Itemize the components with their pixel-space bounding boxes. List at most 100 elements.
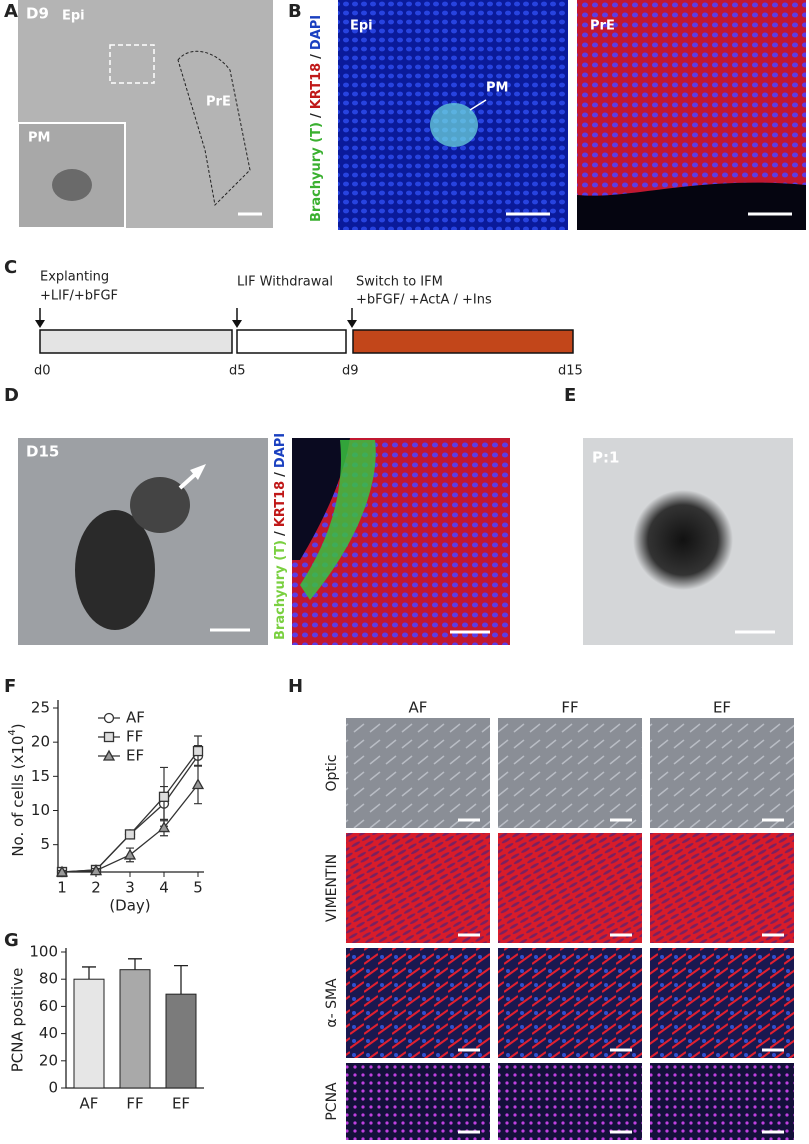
x-tick-label: EF (172, 1095, 190, 1113)
colony (130, 477, 190, 533)
stain: KRT18 (273, 481, 288, 527)
marker (123, 848, 137, 860)
y-tick-label: 10 (31, 801, 50, 819)
passage: P:1 (592, 449, 619, 467)
micrograph (346, 1063, 490, 1140)
row-label: VIMENTIN (324, 854, 340, 922)
region: PrE (590, 19, 615, 34)
micrograph (346, 948, 490, 1058)
sep: / (273, 472, 288, 477)
sep: / (309, 113, 324, 118)
stain-label: Brachyury (T) / KRT18 / DAPI (309, 15, 324, 222)
marker (191, 778, 205, 790)
y-tick-label: 60 (39, 997, 58, 1015)
x-axis-title: (Day) (109, 897, 150, 915)
sep: / (309, 54, 324, 59)
step-detail: +bFGF/ +ActA / +Ins (356, 293, 492, 308)
x-tick-label: FF (126, 1095, 143, 1113)
arrows (39, 308, 353, 325)
arrowheads (35, 320, 357, 328)
step-title: Switch to IFM (356, 275, 443, 290)
stain: KRT18 (309, 63, 324, 109)
panel-label: G (4, 930, 19, 951)
background (577, 182, 806, 230)
y-tick-label: 25 (31, 699, 50, 717)
region: Epi (350, 19, 373, 34)
arrow-label: PM (486, 81, 508, 96)
stage: D9 (26, 5, 49, 23)
legend-label: EF (126, 747, 144, 765)
x-tick-label: 1 (57, 879, 67, 897)
marker (157, 821, 171, 833)
y-tick-label: 15 (31, 767, 50, 785)
column-label: AF (409, 699, 428, 717)
legend-label: FF (126, 728, 143, 746)
panel-label: A (4, 1, 18, 22)
x-tick-label: AF (80, 1095, 99, 1113)
step-title: LIF Withdrawal (237, 275, 333, 290)
legend-marker (103, 731, 115, 743)
micrograph (346, 833, 490, 943)
y-tick-label: 0 (48, 1079, 58, 1097)
y-tick-label: 100 (29, 943, 58, 961)
arrow (469, 99, 487, 111)
pm (430, 103, 478, 147)
y-axis-title-part: ) (9, 723, 27, 729)
box (109, 44, 155, 84)
marker (158, 791, 170, 802)
micrograph (498, 948, 642, 1058)
day: d5 (229, 364, 246, 379)
micrograph (650, 1063, 794, 1140)
micrograph (498, 1063, 642, 1140)
phase (39, 329, 233, 354)
row-label: Optic (324, 755, 340, 792)
colony (633, 490, 733, 590)
x-tick-label: 3 (125, 879, 135, 897)
marker (192, 745, 204, 757)
region: PrE (206, 95, 231, 110)
micrograph (346, 718, 490, 828)
stage: D15 (26, 443, 59, 461)
legend-marker (103, 712, 115, 724)
y-tick-label: 20 (31, 733, 50, 751)
outline (177, 50, 251, 207)
stain: Brachyury (T) (273, 540, 288, 640)
stain: Brachyury (T) (309, 122, 324, 222)
panel-label: F (4, 676, 16, 697)
legend-label: AF (126, 709, 145, 727)
phase (352, 329, 574, 354)
y-axis-title-part: No. of cells (x10 (9, 736, 27, 857)
panel-label: H (288, 676, 303, 697)
x-tick-label: 4 (159, 879, 169, 897)
background (292, 438, 350, 560)
bar (73, 978, 105, 1089)
stain-label: Brachyury (T) / KRT18 / DAPI (273, 433, 288, 640)
micrograph (650, 948, 794, 1058)
y-tick-label: 20 (39, 1051, 58, 1069)
sep: / (273, 531, 288, 536)
micrograph (650, 718, 794, 828)
day: d9 (342, 364, 359, 379)
micrograph (498, 718, 642, 828)
stain: DAPI (309, 15, 324, 50)
brachyury (300, 440, 376, 600)
panel-label: B (288, 1, 302, 22)
row-label: α- SMA (324, 978, 340, 1028)
column-label: FF (561, 699, 578, 717)
region: Epi (62, 9, 85, 24)
phase (236, 329, 347, 354)
marker (55, 865, 69, 877)
bar (165, 993, 197, 1089)
step-detail: +LIF/+bFGF (40, 289, 118, 304)
legend-marker (102, 749, 116, 761)
y-axis-title: No. of cells (x104) (7, 723, 27, 856)
bar (119, 969, 151, 1089)
pm (52, 169, 92, 201)
y-axis-title: PCNA positive (9, 968, 27, 1073)
y-tick-label: 40 (39, 1024, 58, 1042)
y-tick-label: 5 (40, 835, 50, 853)
error-bar (128, 958, 142, 970)
day: d0 (34, 364, 51, 379)
row-label: PCNA (324, 1082, 340, 1121)
